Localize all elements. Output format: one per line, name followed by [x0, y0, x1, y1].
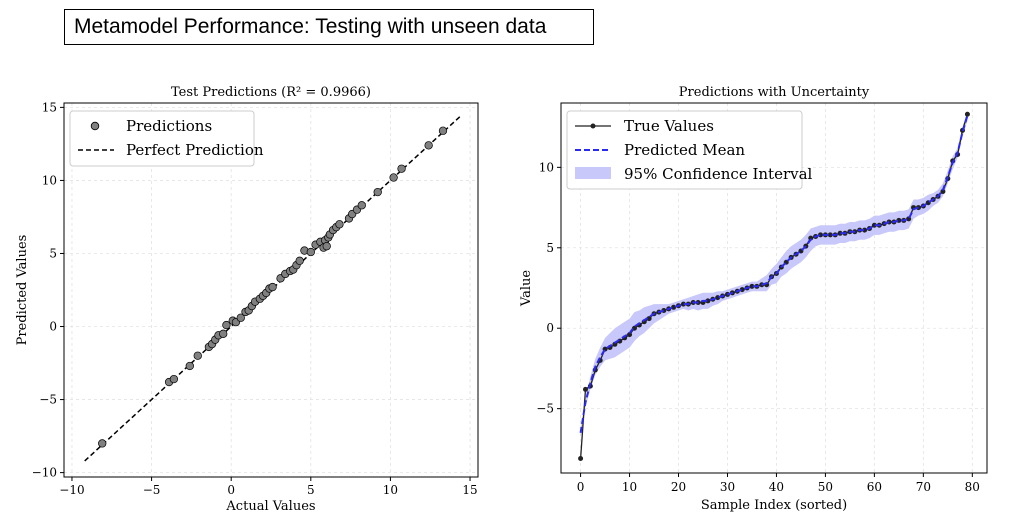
prediction-point [357, 201, 366, 210]
left-x-tick-label: −10 [59, 483, 84, 497]
left-x-tick-label: 15 [462, 483, 477, 497]
right-confidence-band-group [580, 111, 968, 438]
left-legend-box [69, 110, 255, 167]
right-predicted-mean-group [579, 115, 969, 433]
right-y-ticks: −5 0 5 10 [536, 160, 561, 416]
prediction-point [268, 282, 277, 292]
right-y-tick-label: 10 [539, 160, 554, 174]
right-y-tick-label: 0 [546, 321, 554, 335]
prediction-point [438, 126, 448, 135]
true-value-point [680, 301, 686, 307]
predicted-mean-line [579, 115, 969, 433]
left-x-ticks: −10 −5 0 5 10 15 [59, 477, 478, 497]
left-y-tick-label: 0 [49, 320, 57, 334]
prediction-point [397, 164, 406, 173]
prediction-point [373, 187, 382, 197]
left-chart-title: Test Predictions (R² = 0.9966) [171, 85, 371, 100]
left-x-tick-label: 5 [307, 483, 315, 497]
true-value-point [646, 316, 652, 322]
true-value-point [705, 298, 711, 304]
right-x-tick-label: 60 [867, 480, 882, 494]
prediction-point [185, 361, 194, 371]
right-legend-box [566, 110, 803, 190]
true-value-point [871, 222, 877, 228]
true-value-point [582, 386, 588, 392]
true-value-point [827, 232, 833, 238]
legend-label-predicted-mean: Predicted Mean [624, 141, 745, 159]
prediction-point [98, 439, 107, 448]
right-x-tick-label: 70 [916, 480, 931, 494]
true-value-point [837, 230, 843, 236]
left-y-ticks: −10 −5 0 5 10 15 [32, 100, 64, 480]
true-value-point [964, 111, 970, 117]
true-value-point [749, 283, 755, 289]
prediction-point [322, 242, 331, 251]
prediction-point [222, 320, 231, 330]
prediction-point [335, 220, 344, 229]
legend-marker-true-values-dot [590, 123, 596, 129]
perfect-prediction-line [84, 115, 461, 462]
prediction-point [219, 329, 228, 338]
right-y-tick-label: 5 [546, 241, 554, 255]
left-y-tick-label: 5 [49, 246, 57, 260]
left-x-tick-label: 10 [383, 483, 398, 497]
left-y-tick-label: −5 [39, 393, 57, 407]
true-value-point [578, 456, 584, 462]
prediction-point [193, 351, 202, 360]
true-value-point [862, 227, 868, 233]
left-legend: Predictions Perfect Prediction [69, 110, 264, 167]
right-x-tick-label: 40 [769, 480, 784, 494]
legend-marker-confidence-interval [575, 167, 611, 179]
left-x-axis-label: Actual Values [225, 499, 315, 514]
legend-marker-predictions [90, 121, 100, 131]
true-value-point [808, 235, 814, 241]
left-y-tick-label: −10 [32, 466, 57, 480]
right-x-tick-label: 50 [818, 480, 833, 494]
legend-label-true-values: True Values [624, 117, 714, 135]
prediction-point [236, 313, 245, 322]
left-y-tick-label: 15 [42, 100, 57, 114]
right-x-tick-label: 20 [671, 480, 686, 494]
prediction-point [424, 141, 433, 150]
legend-label-predictions: Predictions [126, 117, 212, 135]
legend-label-confidence-interval: 95% Confidence Interval [624, 165, 813, 183]
right-chart-title: Predictions with Uncertainty [679, 85, 870, 100]
confidence-interval-band [580, 111, 968, 438]
left-y-axis-label: Predicted Values [15, 235, 30, 346]
prediction-point [306, 247, 315, 257]
right-x-tick-label: 10 [622, 480, 637, 494]
left-points [98, 126, 448, 448]
right-plot-frame [560, 102, 988, 474]
left-x-tick-label: −5 [143, 483, 161, 497]
right-y-axis-label: Value [519, 270, 534, 307]
right-x-tick-label: 30 [720, 480, 735, 494]
true-value-point [627, 332, 633, 338]
left-y-tick-label: 10 [42, 173, 57, 187]
prediction-point [295, 256, 304, 265]
left-perfect-line-group [84, 115, 461, 462]
prediction-point [169, 374, 179, 384]
right-legend: True Values Predicted Mean 95% Confidenc… [566, 110, 813, 190]
right-x-tick-label: 0 [577, 480, 585, 494]
right-y-tick-label: −5 [536, 402, 554, 416]
right-x-axis-label: Sample Index (sorted) [701, 498, 847, 513]
right-x-ticks: 0 10 20 30 40 50 60 70 80 [577, 473, 980, 494]
true-value-point [940, 188, 946, 194]
prediction-point [389, 173, 398, 182]
left-plot-frame [63, 102, 479, 478]
legend-label-perfect-prediction: Perfect Prediction [126, 141, 264, 159]
page-title: Metamodel Performance: Testing with unse… [64, 9, 594, 45]
left-x-tick-label: 0 [227, 483, 235, 497]
right-x-tick-label: 80 [965, 480, 980, 494]
